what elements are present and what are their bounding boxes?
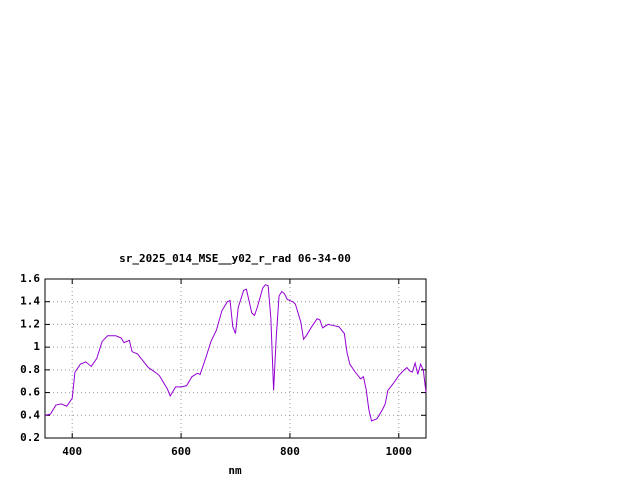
x-tick-label: 1000	[386, 445, 413, 458]
y-tick-label: 1	[33, 340, 40, 353]
y-tick-label: 0.8	[20, 363, 40, 376]
x-tick-label: 600	[171, 445, 191, 458]
plot-border	[44, 278, 427, 439]
y-tick-label: 0.6	[20, 386, 40, 399]
y-tick-label: 1.2	[20, 317, 40, 330]
y-tick-label: 0.4	[20, 408, 40, 421]
data-line	[44, 284, 427, 422]
y-tick-label: 1.6	[20, 272, 40, 285]
x-axis-label: nm	[228, 464, 242, 477]
x-tick-label: 800	[280, 445, 300, 458]
chart-title: sr_2025_014_MSE__y02_r_rad 06-34-00	[119, 252, 351, 265]
y-tick-label: 1.4	[20, 295, 40, 308]
x-tick-label: 400	[62, 445, 82, 458]
y-tick-label: 0.2	[20, 431, 40, 444]
